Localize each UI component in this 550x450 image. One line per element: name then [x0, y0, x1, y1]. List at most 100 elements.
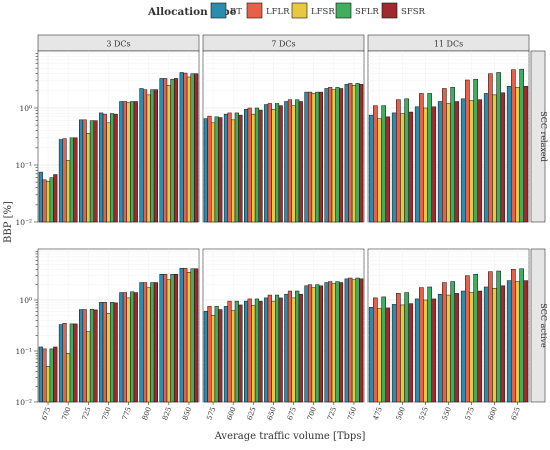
bar-lflr [207, 306, 212, 403]
bar-sflr [404, 98, 409, 223]
bar-sflr [170, 273, 175, 403]
bar-bt [391, 304, 397, 403]
y-tick-label: 10⁰ [19, 296, 32, 305]
bar-bt [244, 300, 249, 403]
bar-bt [99, 302, 104, 403]
bar-bt [460, 98, 466, 223]
bar-sflr [254, 298, 259, 403]
bar-sflr [450, 87, 455, 223]
bar-sflr [295, 99, 300, 223]
bar-bt [368, 114, 374, 223]
bar-bt [368, 307, 374, 403]
bar-sflr [109, 113, 115, 223]
bar-sfsr [93, 120, 98, 223]
bar-bt [223, 306, 229, 403]
bar-sflr [315, 91, 320, 223]
bar-bt [99, 112, 104, 223]
row-strip [530, 248, 546, 403]
bar-lflr [442, 282, 447, 403]
bar-sflr [473, 273, 478, 403]
bar-sfsr [477, 99, 483, 223]
bar-lflr [267, 103, 272, 223]
bar-lfsr [515, 281, 520, 403]
bar-sflr [130, 101, 135, 223]
bar-sfsr [431, 106, 437, 223]
bar-sfsr [523, 86, 529, 223]
bar-lfsr [351, 85, 356, 223]
bar-sflr [473, 78, 478, 223]
legend-label-lfsr: LFSR [311, 7, 335, 17]
x-tick-label: 850 [181, 406, 193, 421]
bar-lflr [102, 302, 107, 403]
bar-lfsr [351, 279, 356, 403]
bar-bt [391, 112, 397, 223]
bar-lflr [373, 297, 378, 403]
bar-bt [79, 309, 84, 403]
bar-lflr [373, 105, 378, 223]
bar-lfsr [166, 85, 171, 223]
legend-label-sfsr: SFSR [401, 7, 426, 17]
bar-bt [119, 292, 124, 403]
bar-sfsr [194, 268, 199, 403]
bar-lflr [227, 112, 232, 223]
bar-lfsr [311, 287, 316, 403]
bar-lfsr [211, 315, 216, 403]
bar-sflr [150, 89, 155, 223]
bar-sflr [274, 294, 280, 403]
bar-lfsr [377, 118, 382, 223]
bar-sflr [234, 112, 239, 223]
bar-bt [223, 113, 229, 223]
panel: 475 500 525 550 575 600 625 [367, 248, 530, 421]
column-strip-label: 11 DCs [434, 40, 463, 49]
bar-sflr [355, 277, 360, 403]
bar-sflr [109, 302, 115, 403]
bar-lflr [62, 138, 67, 223]
bar-sfsr [153, 89, 158, 223]
bar-lflr [183, 72, 188, 223]
bar-lfsr [86, 133, 91, 223]
bar-lfsr [271, 300, 276, 403]
x-tick-label: 625 [246, 406, 258, 421]
legend-swatch-lfsr [291, 2, 308, 19]
bar-lflr [62, 323, 67, 403]
bar-lfsr [46, 180, 51, 223]
bar-sflr [295, 290, 300, 403]
bar-bt [483, 93, 489, 223]
bar-sflr [427, 286, 432, 403]
bar-sfsr [385, 116, 391, 223]
bar-bt [159, 78, 164, 223]
bar-sflr [214, 306, 219, 403]
bar-sfsr [113, 113, 118, 223]
y-tick-label: 10⁻² [15, 398, 32, 407]
bar-bt [139, 282, 144, 403]
bar-lfsr [515, 87, 520, 223]
bar-sfsr [477, 290, 483, 403]
x-tick-label: 575 [464, 406, 476, 421]
bar-sfsr [385, 307, 391, 403]
bar-sfsr [218, 117, 223, 223]
legend-label-sflr: SFLR [355, 7, 379, 17]
x-tick-label: 800 [141, 406, 153, 421]
bar-bt [58, 324, 64, 403]
bar-lfsr [291, 297, 296, 403]
bar-bt [159, 273, 164, 403]
bar-bt [414, 298, 420, 403]
bar-sfsr [73, 323, 78, 403]
x-tick-label: 475 [372, 406, 384, 421]
y-tick-label: 10⁻¹ [15, 347, 32, 356]
bar-lflr [396, 293, 401, 403]
bar-lfsr [211, 122, 216, 223]
plot-panels: 3 DCs 7 DCs 11 DCs SCC relaxed SCC active 10⁻… [15, 34, 548, 421]
bar-lfsr [331, 283, 336, 403]
bar-sfsr [133, 292, 138, 403]
bar-lfsr [291, 105, 296, 223]
x-tick-label: 700 [306, 406, 318, 421]
bar-lflr [348, 277, 353, 403]
bar-lflr [163, 273, 168, 403]
x-tick-label: 775 [121, 406, 133, 421]
bar-lflr [442, 88, 447, 223]
bar-sfsr [500, 92, 506, 223]
bar-sflr [49, 348, 54, 403]
